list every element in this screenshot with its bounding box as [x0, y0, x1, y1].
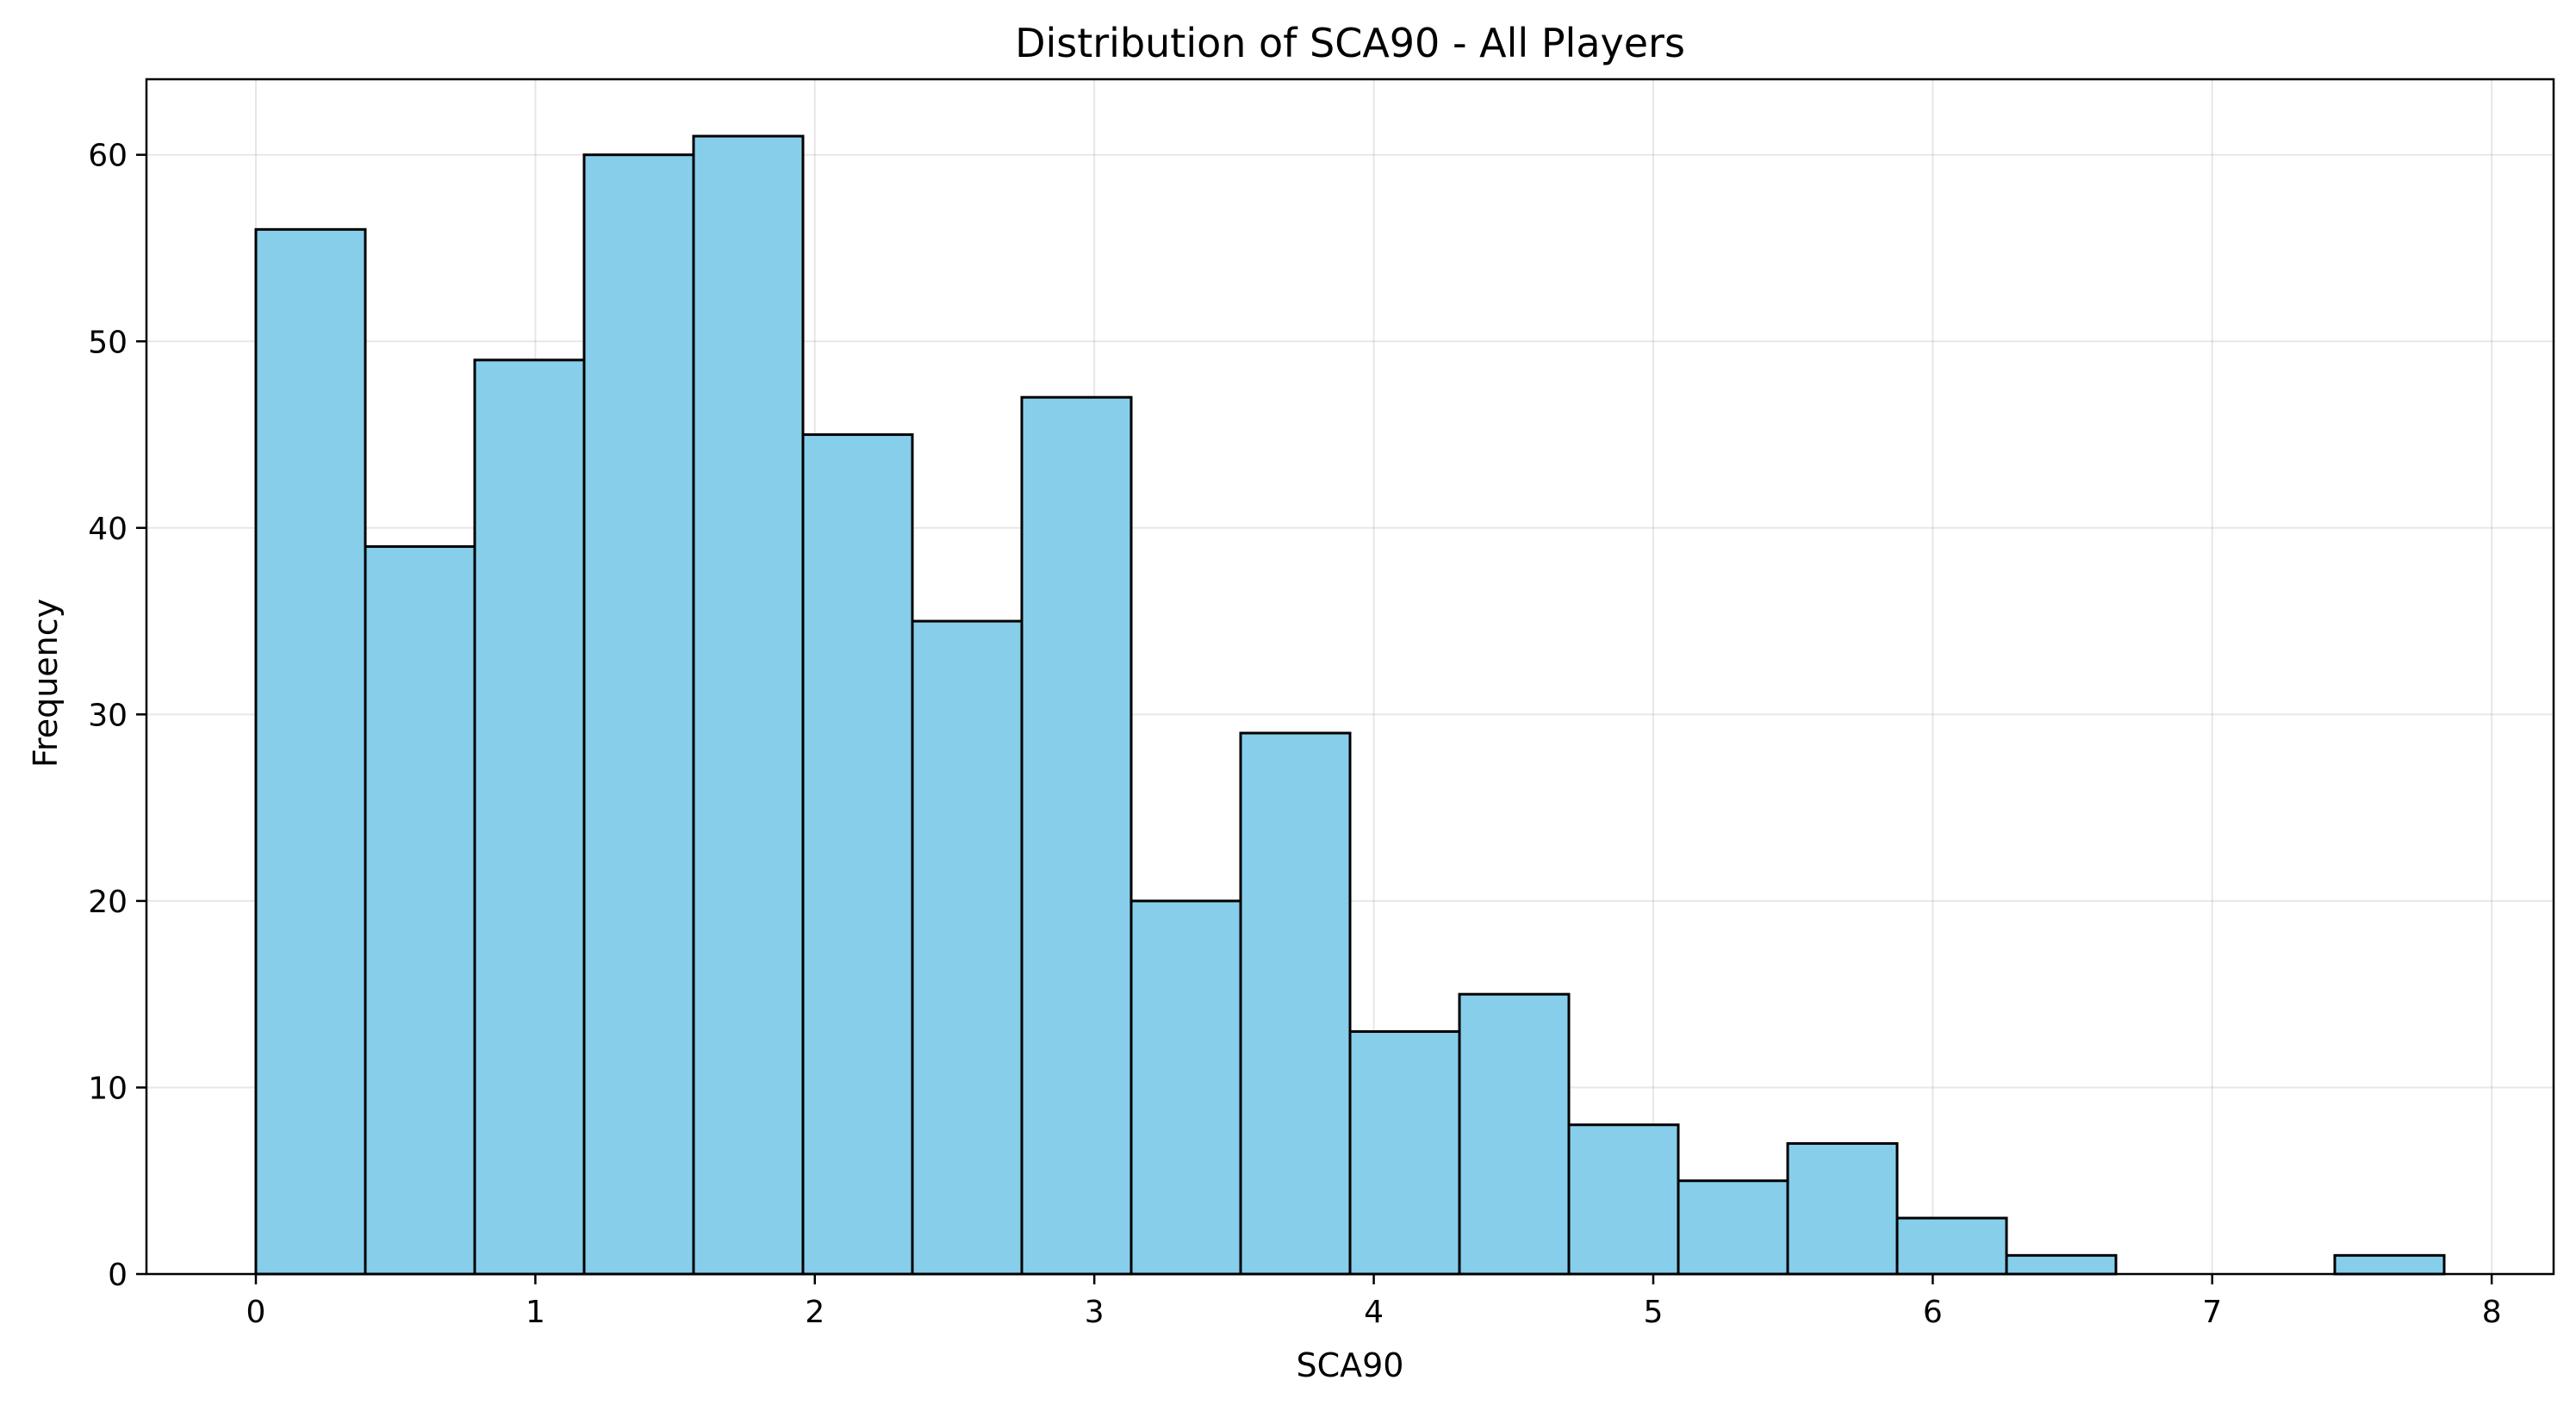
histogram-bar: [1348, 1029, 1461, 1276]
x-axis-label: SCA90: [1296, 1346, 1403, 1384]
y-tick-label: 60: [88, 139, 128, 174]
x-tick-label: 3: [1085, 1295, 1104, 1330]
y-tick-label: 0: [108, 1258, 128, 1293]
histogram-bar: [1020, 395, 1133, 1276]
histogram-bar: [473, 358, 586, 1276]
x-tick-label: 8: [2482, 1295, 2502, 1330]
x-tick-label: 4: [1364, 1295, 1384, 1330]
x-tick-label: 1: [526, 1295, 545, 1330]
histogram-bar: [1239, 731, 1352, 1276]
x-tick-label: 2: [805, 1295, 824, 1330]
histogram-bar: [1895, 1216, 2008, 1276]
histogram-bar: [1458, 992, 1571, 1276]
histogram-bar: [1129, 899, 1242, 1276]
y-tick-label: 30: [88, 698, 128, 733]
axis-ticks: [136, 153, 2493, 1284]
histogram-bar: [801, 433, 914, 1276]
x-tick-label: 5: [1644, 1295, 1664, 1330]
histogram-bar: [692, 134, 805, 1276]
histogram-bar: [1677, 1179, 1789, 1276]
histogram-bars: [254, 134, 2446, 1276]
x-tick-label: 7: [2202, 1295, 2222, 1330]
chart-title: Distribution of SCA90 - All Players: [1015, 20, 1685, 66]
histogram-bar: [582, 153, 695, 1276]
histogram-bar: [911, 619, 1024, 1276]
x-axis-tick-labels: 0 1 2 3 4 5 6 7 8: [246, 1295, 2502, 1330]
y-tick-label: 50: [88, 325, 128, 360]
histogram-bar: [1567, 1123, 1680, 1276]
plot-area-frame: [145, 78, 2555, 1276]
x-tick-label: 0: [246, 1295, 266, 1330]
histogram-bar: [1786, 1141, 1899, 1276]
histogram-bar: [2333, 1253, 2446, 1276]
y-axis-label: Frequency: [27, 599, 65, 768]
y-axis-tick-labels: 0 10 20 30 40 50 60: [88, 139, 128, 1293]
x-tick-label: 6: [1923, 1295, 1943, 1330]
y-tick-label: 40: [88, 512, 128, 547]
histogram-bar: [254, 227, 367, 1276]
y-tick-label: 20: [88, 885, 128, 920]
y-tick-label: 10: [88, 1071, 128, 1106]
histogram-bar: [364, 544, 476, 1276]
histogram-bar: [2005, 1253, 2118, 1276]
